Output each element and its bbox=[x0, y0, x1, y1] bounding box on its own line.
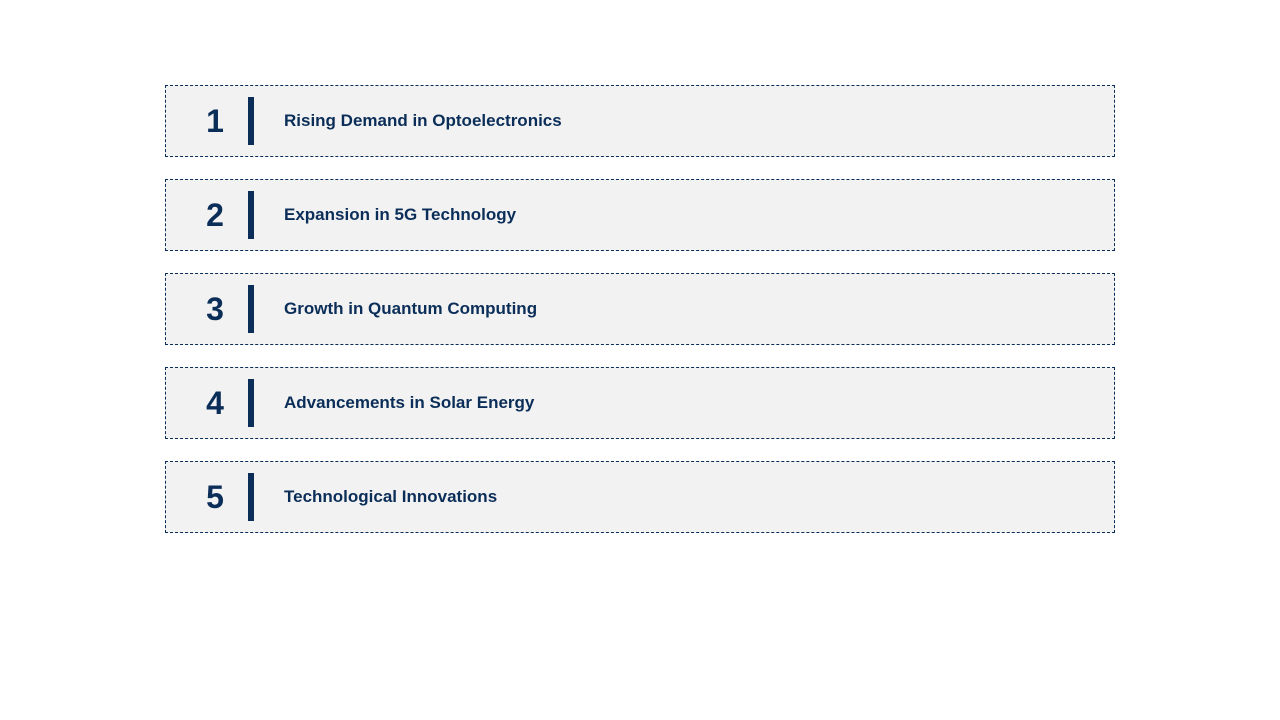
infographic-list: 1 Rising Demand in Optoelectronics 2 Exp… bbox=[165, 85, 1115, 533]
item-label: Expansion in 5G Technology bbox=[284, 205, 516, 225]
item-label: Advancements in Solar Energy bbox=[284, 393, 534, 413]
item-number: 5 bbox=[194, 479, 236, 516]
divider-bar bbox=[248, 379, 254, 427]
list-item: 1 Rising Demand in Optoelectronics bbox=[165, 85, 1115, 157]
divider-bar bbox=[248, 473, 254, 521]
item-label: Growth in Quantum Computing bbox=[284, 299, 537, 319]
list-item: 2 Expansion in 5G Technology bbox=[165, 179, 1115, 251]
list-item: 4 Advancements in Solar Energy bbox=[165, 367, 1115, 439]
item-number: 3 bbox=[194, 291, 236, 328]
item-number: 2 bbox=[194, 197, 236, 234]
item-number: 1 bbox=[194, 103, 236, 140]
divider-bar bbox=[248, 191, 254, 239]
list-item: 5 Technological Innovations bbox=[165, 461, 1115, 533]
divider-bar bbox=[248, 285, 254, 333]
item-label: Technological Innovations bbox=[284, 487, 497, 507]
list-item: 3 Growth in Quantum Computing bbox=[165, 273, 1115, 345]
item-label: Rising Demand in Optoelectronics bbox=[284, 111, 562, 131]
item-number: 4 bbox=[194, 385, 236, 422]
divider-bar bbox=[248, 97, 254, 145]
